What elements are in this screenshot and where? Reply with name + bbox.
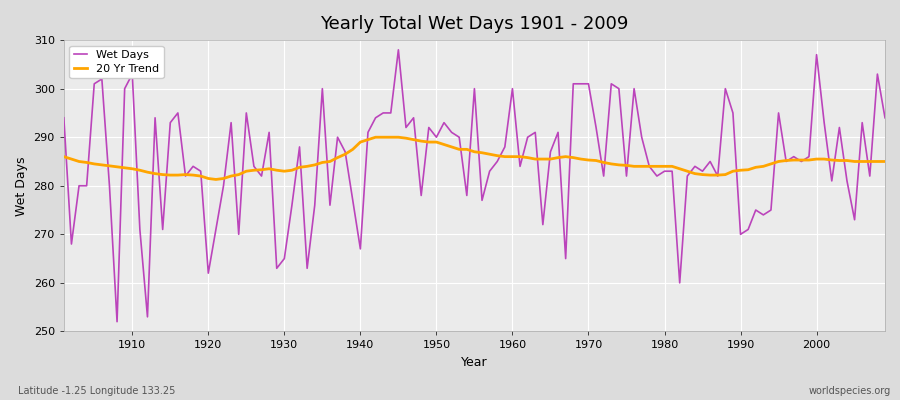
20 Yr Trend bbox=[515, 154, 526, 159]
20 Yr Trend bbox=[211, 177, 221, 182]
Wet Days bbox=[58, 115, 69, 120]
Wet Days bbox=[127, 72, 138, 76]
Wet Days bbox=[340, 149, 351, 154]
Wet Days bbox=[614, 86, 625, 91]
20 Yr Trend bbox=[294, 165, 305, 170]
Wet Days bbox=[393, 48, 404, 52]
Wet Days bbox=[879, 115, 890, 120]
Wet Days bbox=[294, 144, 305, 149]
Wet Days bbox=[522, 135, 533, 140]
Text: Latitude -1.25 Longitude 133.25: Latitude -1.25 Longitude 133.25 bbox=[18, 386, 176, 396]
X-axis label: Year: Year bbox=[461, 356, 488, 369]
20 Yr Trend bbox=[120, 166, 130, 170]
20 Yr Trend bbox=[522, 155, 533, 160]
Wet Days bbox=[112, 319, 122, 324]
20 Yr Trend bbox=[340, 152, 351, 157]
20 Yr Trend bbox=[370, 135, 381, 140]
Title: Yearly Total Wet Days 1901 - 2009: Yearly Total Wet Days 1901 - 2009 bbox=[320, 15, 628, 33]
Legend: Wet Days, 20 Yr Trend: Wet Days, 20 Yr Trend bbox=[69, 46, 164, 78]
20 Yr Trend bbox=[879, 159, 890, 164]
Line: Wet Days: Wet Days bbox=[64, 50, 885, 322]
Y-axis label: Wet Days: Wet Days bbox=[15, 156, 28, 216]
Text: worldspecies.org: worldspecies.org bbox=[809, 386, 891, 396]
Wet Days bbox=[515, 164, 526, 169]
20 Yr Trend bbox=[614, 162, 625, 167]
20 Yr Trend bbox=[58, 154, 69, 159]
Line: 20 Yr Trend: 20 Yr Trend bbox=[64, 137, 885, 180]
